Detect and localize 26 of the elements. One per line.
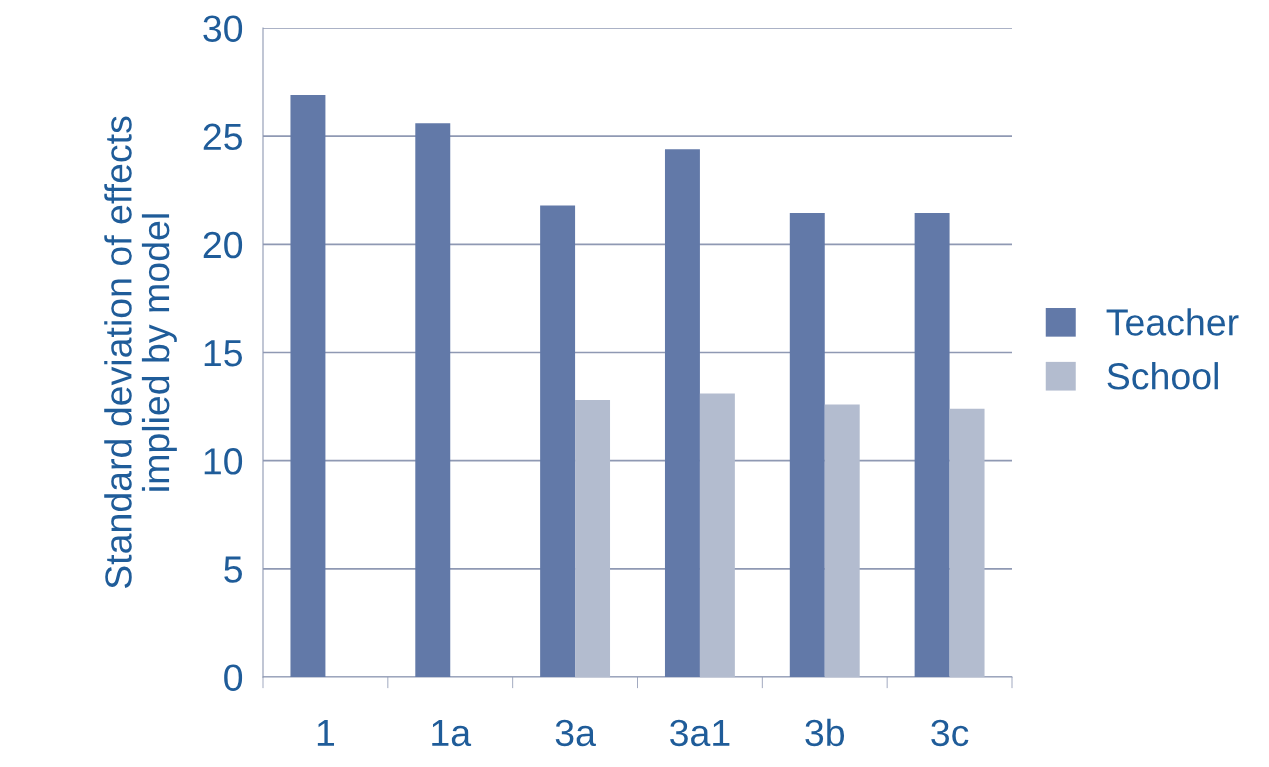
x-tick-label: 1 — [317, 720, 335, 746]
x-tick-label: 3a1 — [670, 719, 730, 747]
bar — [415, 123, 451, 677]
y-tick-label: 20 — [203, 231, 243, 259]
y-tick-label: 25 — [203, 123, 242, 151]
bar — [824, 404, 860, 677]
bar — [699, 393, 735, 677]
x-tick-label: 1a — [432, 720, 472, 747]
y-tick-label: 5 — [224, 556, 242, 583]
x-tick-label: 3b — [805, 718, 845, 747]
legend-label: Teacher — [1106, 308, 1239, 336]
y-axis-title: Standard deviation of effects implied by model — [104, 116, 177, 589]
y-tick-label: 30 — [203, 15, 243, 42]
y-tick-label: 0 — [224, 664, 243, 691]
x-tick-label: 3a — [555, 719, 596, 747]
bar — [914, 212, 950, 677]
bar — [575, 400, 611, 677]
legend-label: School — [1107, 362, 1218, 390]
y-tick-label: 15 — [204, 340, 242, 367]
bar — [540, 205, 576, 677]
bar — [290, 95, 326, 677]
y-tick-label: 10 — [204, 448, 243, 475]
bar — [949, 408, 985, 677]
bar — [789, 212, 825, 677]
x-tick-label: 3c — [931, 719, 969, 747]
bar — [664, 149, 700, 677]
